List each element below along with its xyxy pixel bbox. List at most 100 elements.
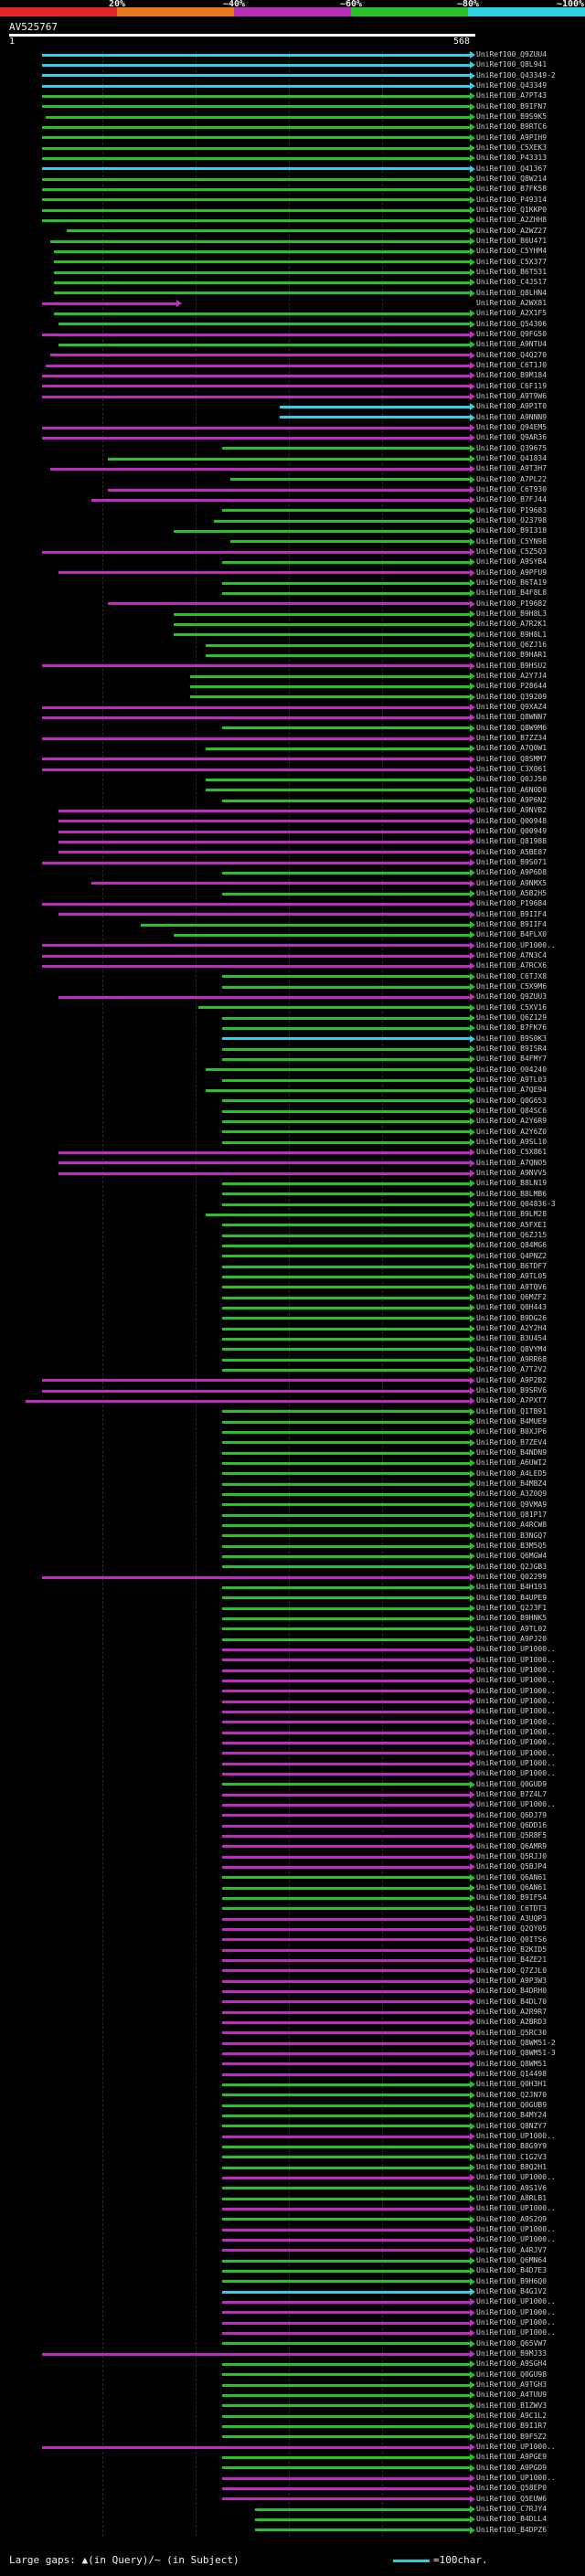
hit-row[interactable]: UniRef100_Q65VW7 — [0, 2338, 585, 2350]
alignment-bar[interactable] — [222, 1824, 470, 1828]
alignment-bar[interactable] — [41, 664, 470, 668]
alignment-bar[interactable] — [41, 2445, 470, 2449]
hit-row[interactable]: UniRef100_B9HSU2 — [0, 662, 585, 673]
hit-row[interactable]: UniRef100_Q6AMR9 — [0, 1842, 585, 1853]
hit-row[interactable]: UniRef100_P49314 — [0, 196, 585, 207]
alignment-bar[interactable] — [222, 2207, 470, 2210]
hit-row[interactable]: UniRef100_B9S0K3 — [0, 1034, 585, 1045]
alignment-bar[interactable] — [222, 509, 470, 513]
alignment-bar[interactable] — [222, 2466, 470, 2470]
hit-label[interactable]: UniRef100_B9H8L1 — [476, 630, 548, 639]
hit-row[interactable]: UniRef100_C6T1J0 — [0, 362, 585, 372]
alignment-bar[interactable] — [280, 416, 470, 419]
hit-label[interactable]: UniRef100_C5XV16 — [476, 1002, 548, 1012]
hit-label[interactable]: UniRef100_B9ISR4 — [476, 1044, 548, 1053]
hit-row[interactable]: UniRef100_UP1000.. — [0, 1698, 585, 1708]
alignment-bar[interactable] — [280, 405, 470, 408]
hit-row[interactable]: UniRef100_A9NTU4 — [0, 341, 585, 351]
hit-row[interactable]: UniRef100_Q0GUB9 — [0, 2102, 585, 2112]
alignment-bar[interactable] — [222, 1752, 470, 1755]
alignment-bar[interactable] — [54, 249, 470, 253]
hit-label[interactable]: UniRef100_B4D7E3 — [476, 2266, 548, 2275]
alignment-bar[interactable] — [222, 2280, 470, 2284]
alignment-bar[interactable] — [206, 643, 470, 647]
hit-row[interactable]: UniRef100_UP1000.. — [0, 1739, 585, 1749]
hit-row[interactable]: UniRef100_A9P6D8 — [0, 869, 585, 879]
hit-label[interactable]: UniRef100_Q0H443 — [476, 1303, 548, 1312]
hit-row[interactable]: UniRef100_UP1000.. — [0, 1749, 585, 1760]
alignment-bar[interactable] — [206, 747, 470, 750]
alignment-bar[interactable] — [222, 1348, 470, 1352]
alignment-bar[interactable] — [222, 2321, 470, 2325]
alignment-bar[interactable] — [41, 302, 176, 305]
hit-row[interactable]: UniRef100_Q5R8F5 — [0, 1832, 585, 1842]
alignment-bar[interactable] — [41, 954, 470, 958]
alignment-bar[interactable] — [222, 1057, 470, 1061]
hit-row[interactable]: UniRef100_A7N3C4 — [0, 952, 585, 962]
hit-label[interactable]: UniRef100_Q65VW7 — [476, 2338, 548, 2348]
hit-row[interactable]: UniRef100_Q0G653 — [0, 1097, 585, 1108]
alignment-bar[interactable] — [214, 519, 470, 523]
alignment-bar[interactable] — [222, 1814, 470, 1818]
alignment-bar[interactable] — [222, 1585, 470, 1589]
alignment-bar[interactable] — [206, 1213, 470, 1216]
hit-label[interactable]: UniRef100_A2X1F5 — [476, 309, 548, 318]
hit-row[interactable]: UniRef100_B0XJP6 — [0, 1428, 585, 1438]
hit-label[interactable]: UniRef100_A9NVB2 — [476, 806, 548, 815]
hit-row[interactable]: UniRef100_UP1000.. — [0, 1667, 585, 1677]
hit-row[interactable]: UniRef100_A7Q0W1 — [0, 745, 585, 755]
hit-label[interactable]: UniRef100_Q6DD16 — [476, 1821, 548, 1829]
alignment-bar[interactable] — [222, 1026, 470, 1030]
hit-row[interactable]: UniRef100_Q8SMM7 — [0, 755, 585, 766]
hit-row[interactable]: UniRef100_UP1000.. — [0, 1708, 585, 1718]
hit-label[interactable]: UniRef100_Q5RJJ0 — [476, 1852, 548, 1860]
hit-row[interactable]: UniRef100_UP1000.. — [0, 2443, 585, 2454]
hit-row[interactable]: UniRef100_B4MUE9 — [0, 1418, 585, 1428]
hit-label[interactable]: UniRef100_UP1000.. — [476, 1759, 556, 1767]
hit-row[interactable]: UniRef100_B4MY24 — [0, 2112, 585, 2122]
hit-label[interactable]: UniRef100_A9PJ20 — [476, 1635, 548, 1643]
hit-label[interactable]: UniRef100_Q9XAZ4 — [476, 703, 548, 711]
hit-label[interactable]: UniRef100_B4MY24 — [476, 2111, 548, 2120]
hit-row[interactable]: UniRef100_B4D7E3 — [0, 2267, 585, 2277]
hit-label[interactable]: UniRef100_A7RCX6 — [476, 961, 548, 970]
hit-row[interactable]: UniRef100_B9HNK5 — [0, 1615, 585, 1625]
alignment-bar[interactable] — [49, 239, 470, 243]
alignment-bar[interactable] — [173, 622, 470, 626]
hit-row[interactable]: UniRef100_Q2JN70 — [0, 2091, 585, 2102]
hit-row[interactable]: UniRef100_C5YN98 — [0, 537, 585, 548]
hit-row[interactable]: UniRef100_Q8WM51-3 — [0, 2050, 585, 2060]
hit-label[interactable]: UniRef100_UP1000.. — [476, 1769, 556, 1778]
hit-row[interactable]: UniRef100_A7PXT7 — [0, 1397, 585, 1407]
alignment-bar[interactable] — [222, 1793, 470, 1797]
alignment-bar[interactable] — [222, 1441, 470, 1445]
hit-label[interactable]: UniRef100_A9P3W3 — [476, 1977, 548, 1985]
hit-label[interactable]: UniRef100_B9I1R7 — [476, 2422, 548, 2431]
alignment-bar[interactable] — [222, 2176, 470, 2179]
hit-row[interactable]: UniRef100_B4NDN9 — [0, 1449, 585, 1459]
alignment-bar[interactable] — [222, 1513, 470, 1517]
hit-row[interactable]: UniRef100_B7FJ44 — [0, 496, 585, 506]
hit-row[interactable]: UniRef100_Q0H443 — [0, 1304, 585, 1314]
hit-row[interactable]: UniRef100_B6TDF7 — [0, 1263, 585, 1273]
alignment-bar[interactable] — [222, 1865, 470, 1869]
alignment-bar[interactable] — [90, 882, 470, 885]
hit-row[interactable]: UniRef100_B8Q2H1 — [0, 2164, 585, 2174]
hit-row[interactable]: UniRef100_Q9ZUU3 — [0, 993, 585, 1003]
hit-label[interactable]: UniRef100_A4RJV7 — [476, 2245, 548, 2254]
alignment-bar[interactable] — [25, 1399, 470, 1403]
hit-label[interactable]: UniRef100_B6U471 — [476, 237, 548, 245]
hit-row[interactable]: UniRef100_UP1000.. — [0, 1770, 585, 1780]
hit-label[interactable]: UniRef100_A9TGH3 — [476, 2380, 548, 2389]
alignment-bar[interactable] — [222, 1565, 470, 1569]
hit-row[interactable]: UniRef100_Q6MZF2 — [0, 1294, 585, 1304]
hit-label[interactable]: UniRef100_A9C1L2 — [476, 2412, 548, 2420]
hit-label[interactable]: UniRef100_B4F8L8 — [476, 588, 548, 598]
alignment-bar[interactable] — [222, 1554, 470, 1558]
alignment-bar[interactable] — [206, 789, 470, 792]
alignment-bar[interactable] — [54, 270, 470, 274]
hit-row[interactable]: UniRef100_A5FXE1 — [0, 1221, 585, 1232]
alignment-bar[interactable] — [41, 105, 470, 109]
hit-label[interactable]: UniRef100_B4DPZ6 — [476, 2525, 548, 2534]
hit-label[interactable]: UniRef100_Q0G653 — [476, 1096, 548, 1105]
